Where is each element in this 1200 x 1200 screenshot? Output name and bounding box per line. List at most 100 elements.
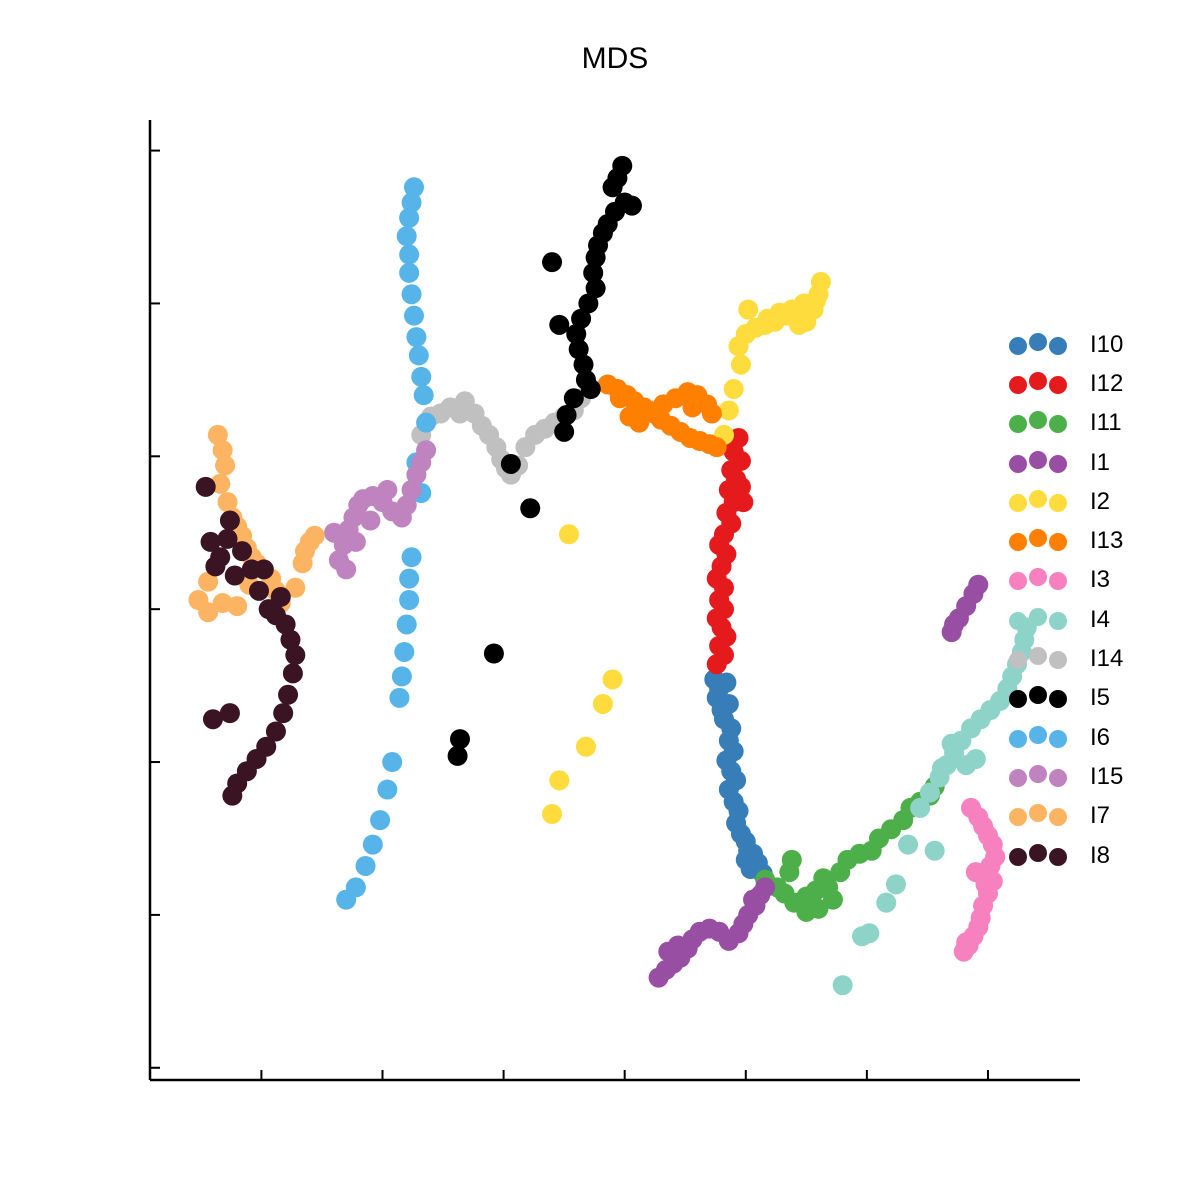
data-point-I6-2 <box>399 207 420 228</box>
legend-label-I7: I7 <box>1090 802 1111 830</box>
data-point-I6-23 <box>377 779 398 800</box>
data-point-I6-11 <box>413 385 434 406</box>
data-point-I13-21 <box>701 403 722 424</box>
data-point-I2-17 <box>730 354 751 375</box>
legend-label-I14: I14 <box>1090 645 1124 673</box>
data-point-I8-12 <box>275 614 296 635</box>
legend-label-I4: I4 <box>1090 605 1111 633</box>
data-point-I6-22 <box>382 752 403 773</box>
legend-marker-I13 <box>1009 529 1067 552</box>
data-point-I5-23 <box>554 421 575 442</box>
series-I2 <box>542 272 831 825</box>
data-point-I11-22 <box>822 889 843 910</box>
legend-marker-I11 <box>1009 411 1067 434</box>
axes-layer <box>148 120 1080 1082</box>
data-point-I4-3 <box>876 892 897 913</box>
data-point-I5-20 <box>621 195 642 216</box>
data-point-I8-5 <box>217 528 238 549</box>
data-point-I1-18 <box>667 935 688 956</box>
data-point-I6-17 <box>399 590 420 610</box>
legend-marker-I12 <box>1009 371 1067 394</box>
legend-marker-I10 <box>1009 332 1067 355</box>
data-point-I5-22 <box>549 314 570 335</box>
data-point-I13-12 <box>706 437 727 458</box>
data-point-I6-9 <box>408 345 429 366</box>
series-I1 <box>648 574 989 988</box>
series-I7 <box>188 424 325 623</box>
data-point-I8-6 <box>232 541 253 562</box>
data-point-I8-3 <box>205 556 226 577</box>
data-point-I8-7 <box>224 565 245 586</box>
data-point-I4-22 <box>931 758 952 779</box>
legend-marker-I5 <box>1009 686 1067 709</box>
data-point-I4-7 <box>919 782 940 803</box>
data-point-I6-6 <box>401 284 422 305</box>
data-point-I8-15 <box>282 663 303 684</box>
chart-title: MDS <box>581 42 649 75</box>
data-point-I15-18 <box>324 522 345 543</box>
data-point-I10-5 <box>718 693 739 714</box>
data-point-I2-24 <box>575 736 596 757</box>
data-point-I7-0 <box>207 424 228 445</box>
legend-label-I2: I2 <box>1090 487 1111 515</box>
data-point-I8-25 <box>219 703 240 724</box>
legend-label-I10: I10 <box>1090 330 1124 358</box>
data-point-I3-18 <box>956 932 977 953</box>
data-point-I6-8 <box>406 327 427 348</box>
data-point-I5-15 <box>573 354 594 375</box>
data-point-I2-19 <box>718 400 739 421</box>
legend-item-I4: I4 <box>1008 600 1123 639</box>
data-point-I11-21 <box>796 901 817 922</box>
data-point-I8-4 <box>219 510 240 531</box>
data-point-I8-13 <box>280 629 301 650</box>
data-point-I5-9 <box>583 262 604 283</box>
data-point-I6-1 <box>401 192 422 213</box>
legend-label-I1: I1 <box>1090 448 1111 476</box>
data-point-I6-3 <box>396 226 417 247</box>
data-point-I5-18 <box>563 388 584 409</box>
data-point-I4-0 <box>832 975 853 996</box>
data-point-I6-5 <box>399 262 420 283</box>
data-point-I4-2 <box>859 923 880 944</box>
data-point-I6-0 <box>403 177 424 198</box>
legend-label-I6: I6 <box>1090 723 1111 751</box>
data-point-I15-11 <box>401 479 422 500</box>
data-point-I4-24 <box>924 840 945 861</box>
data-point-I4-5 <box>898 834 919 855</box>
data-point-I13-22 <box>682 397 703 418</box>
legend-marker-I2 <box>1009 489 1067 512</box>
legend-marker-I4 <box>1009 607 1067 630</box>
data-point-I8-1 <box>200 531 221 552</box>
legend-item-I1: I1 <box>1008 443 1123 482</box>
data-point-I7-4 <box>217 492 238 513</box>
data-point-I6-19 <box>394 641 415 662</box>
series-I15 <box>324 440 437 580</box>
data-point-I2-21 <box>558 524 579 545</box>
data-point-I8-18 <box>265 721 286 742</box>
data-point-I1-15 <box>755 877 776 898</box>
data-point-I1-23 <box>968 574 989 595</box>
legend-item-I11: I11 <box>1008 404 1123 443</box>
legend-marker-I6 <box>1009 725 1067 748</box>
data-point-I12-24 <box>733 492 754 513</box>
data-point-I5-25 <box>483 643 504 664</box>
data-point-I6-7 <box>403 305 424 326</box>
data-point-I6-16 <box>399 568 420 589</box>
data-point-I8-9 <box>248 580 269 601</box>
data-point-I6-21 <box>389 687 410 708</box>
data-point-I6-12 <box>416 412 437 433</box>
legend-item-I13: I13 <box>1008 521 1123 560</box>
legend-label-I3: I3 <box>1090 566 1111 594</box>
series-I8 <box>195 476 306 806</box>
data-point-I15-10 <box>396 495 417 516</box>
data-point-I15-15 <box>360 510 381 531</box>
data-point-I5-27 <box>447 745 468 766</box>
data-point-I15-14 <box>416 440 437 461</box>
legend-label-I12: I12 <box>1090 369 1124 397</box>
series-I12 <box>706 427 754 675</box>
data-point-I3-17 <box>982 871 1003 892</box>
data-point-I7-22 <box>198 602 219 623</box>
legend-marker-I7 <box>1009 804 1067 827</box>
data-point-I2-15 <box>757 308 778 329</box>
